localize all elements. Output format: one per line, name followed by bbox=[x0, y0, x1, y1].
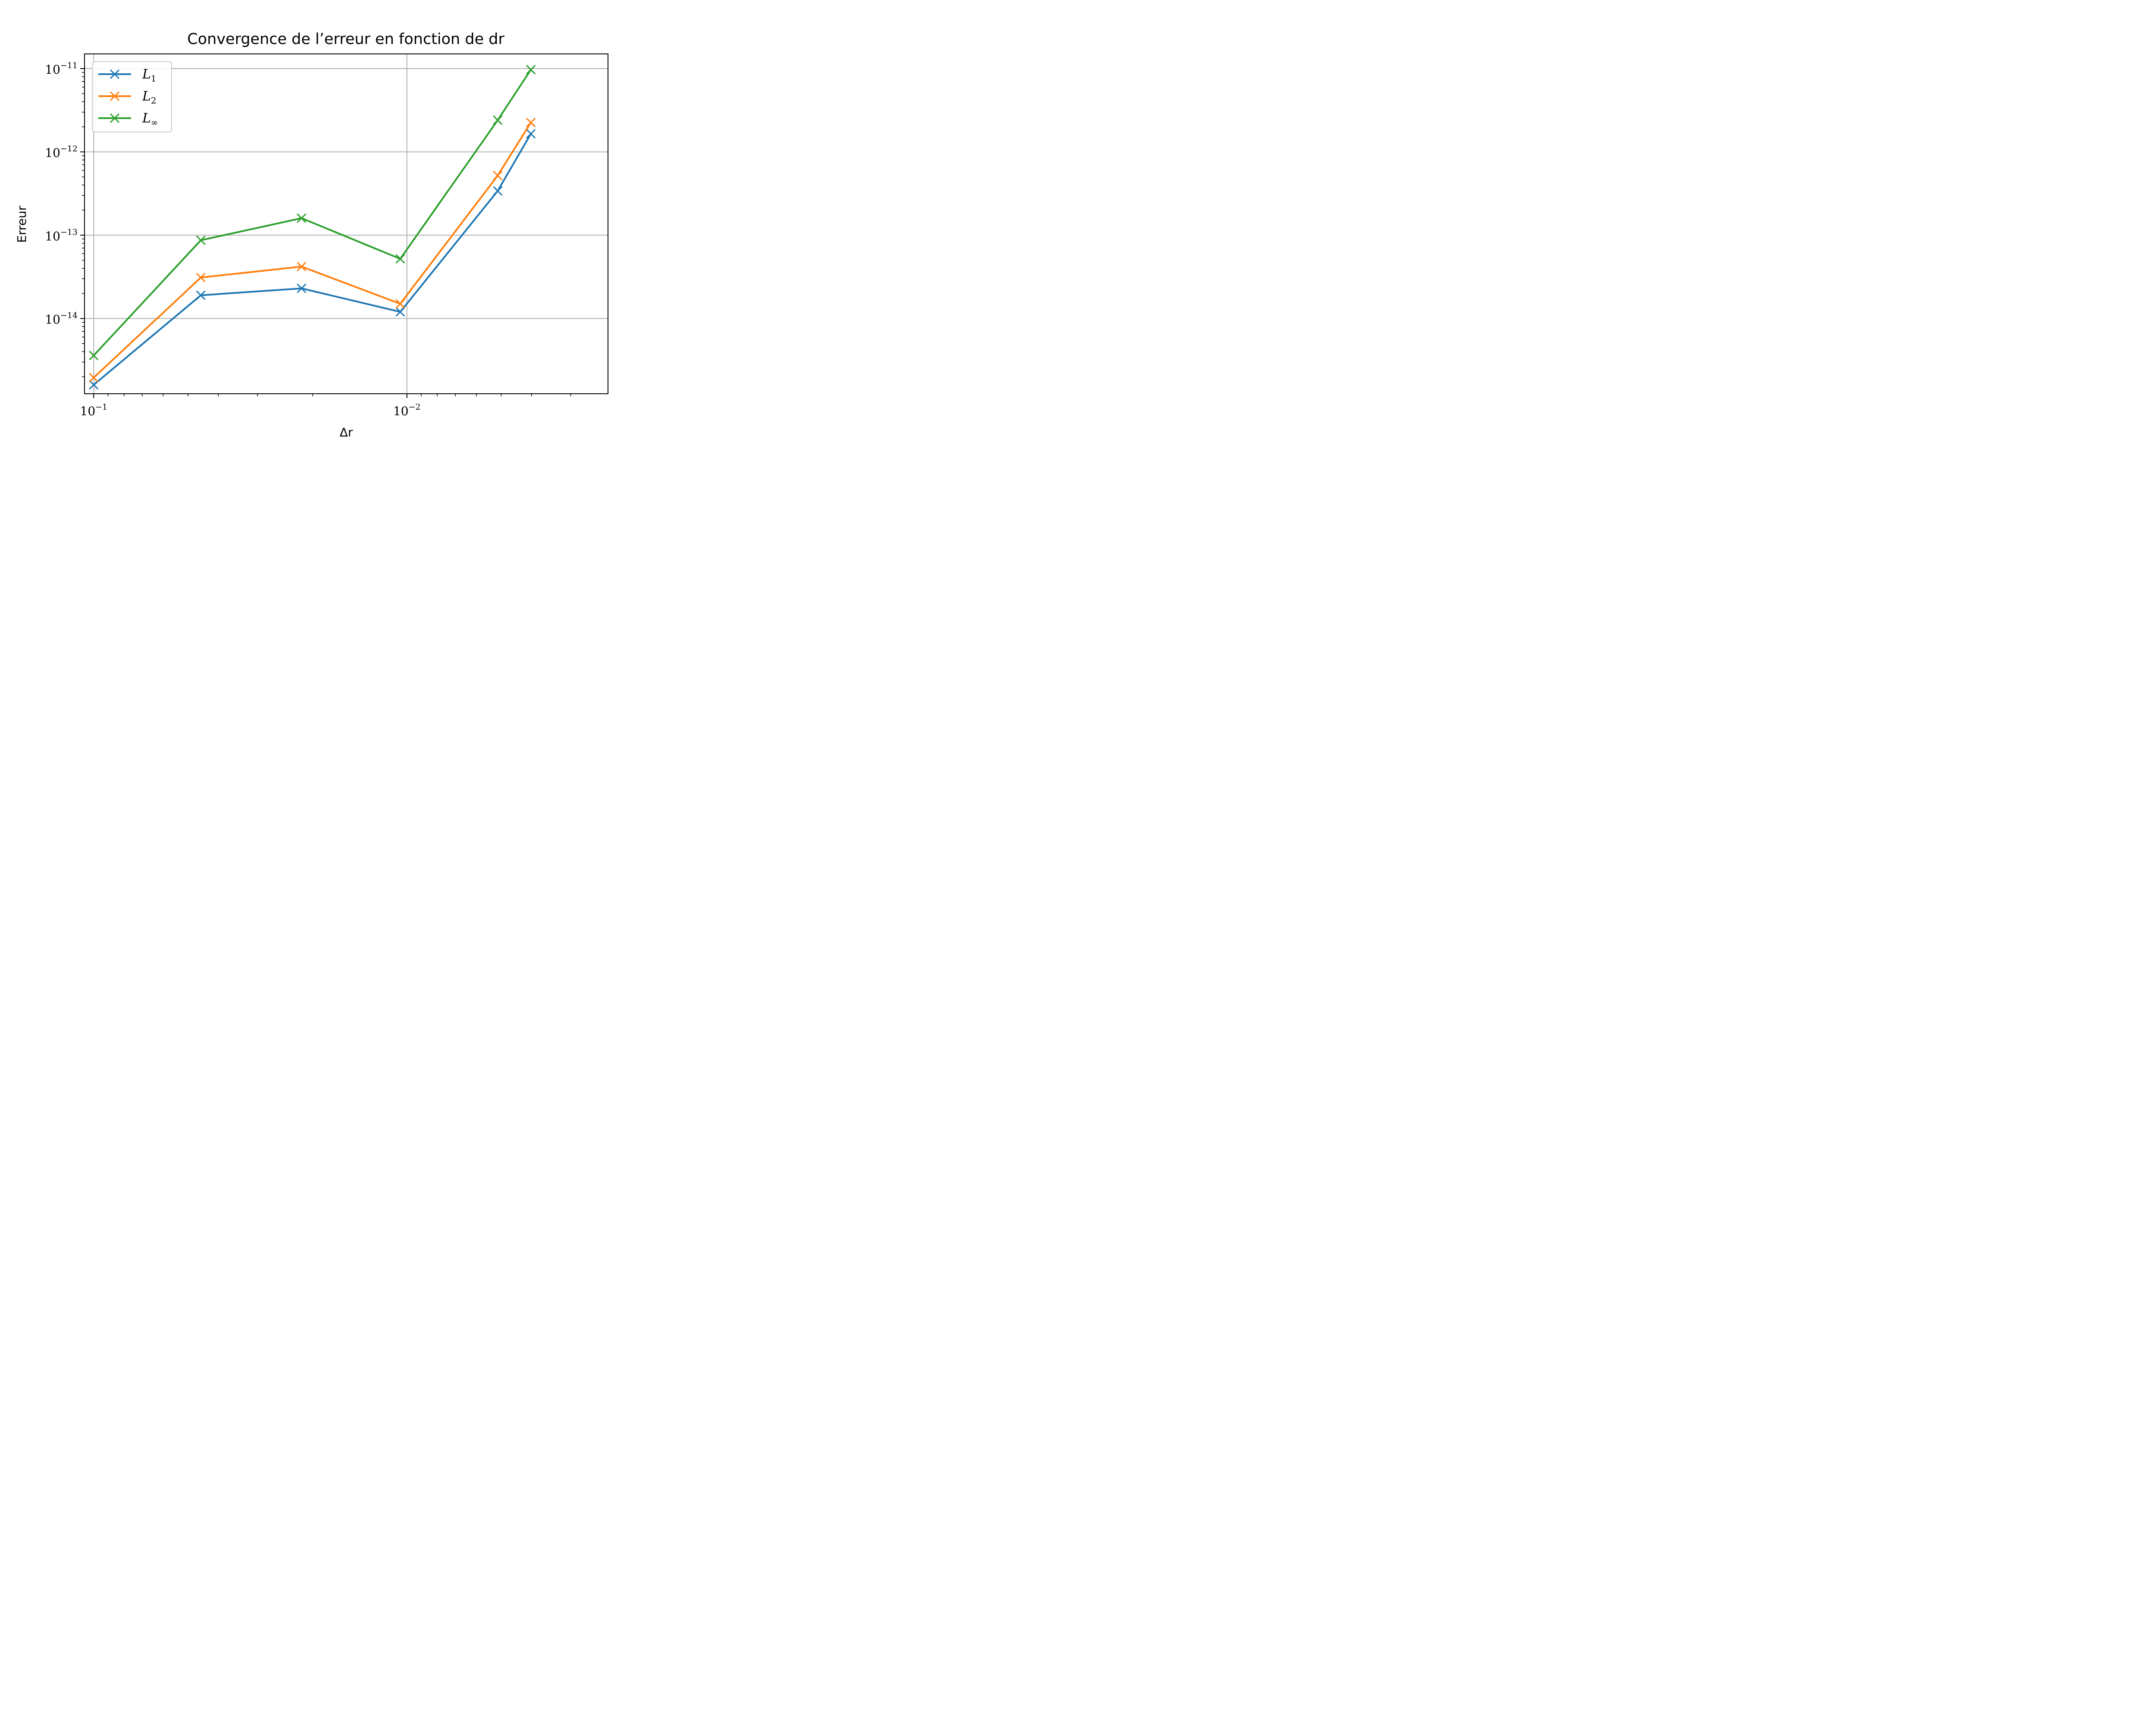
data-point-marker bbox=[526, 118, 536, 128]
legend-label-subscript: 1 bbox=[151, 73, 157, 84]
legend-label-name: L bbox=[142, 111, 151, 126]
data-point-marker bbox=[89, 351, 99, 361]
data-point-marker bbox=[297, 262, 307, 272]
legend-label-name: L bbox=[142, 67, 151, 82]
legend-marker bbox=[110, 91, 120, 101]
series-layer bbox=[89, 65, 536, 390]
x-tick-base: 10 bbox=[80, 404, 96, 418]
data-point-marker bbox=[196, 235, 206, 245]
y-axis-label: Erreur bbox=[15, 205, 29, 243]
plot-frame bbox=[84, 53, 608, 394]
chart-title: Convergence de l’erreur en fonction de d… bbox=[187, 31, 505, 48]
legend-label-subscript: 2 bbox=[151, 95, 157, 106]
y-tick-label: 10−14 bbox=[45, 311, 78, 327]
y-tick-base: 10 bbox=[45, 313, 60, 327]
series-1 bbox=[89, 129, 536, 390]
y-tick-base: 10 bbox=[45, 63, 60, 77]
data-point-marker bbox=[493, 115, 503, 125]
data-point-marker bbox=[526, 65, 536, 75]
major-ticks bbox=[80, 68, 407, 398]
x-tick-label: 10−1 bbox=[80, 402, 108, 418]
legend-marker bbox=[110, 113, 120, 123]
legend-label-subscript: ∞ bbox=[151, 117, 158, 128]
x-tick-exponent: −1 bbox=[95, 402, 107, 412]
x-tick-label: 10−2 bbox=[393, 402, 421, 418]
data-point-marker bbox=[89, 380, 99, 390]
data-point-marker bbox=[395, 307, 405, 317]
y-tick-label: 10−12 bbox=[45, 144, 78, 160]
series-line bbox=[92, 68, 532, 357]
series-3 bbox=[89, 65, 536, 361]
series-2 bbox=[89, 118, 536, 383]
y-tick-label: 10−13 bbox=[45, 227, 78, 243]
series-line bbox=[92, 121, 532, 379]
legend-label: L∞ bbox=[142, 111, 158, 128]
legend-label: L1 bbox=[142, 67, 157, 84]
legend-box bbox=[92, 61, 172, 132]
data-point-marker bbox=[395, 254, 405, 264]
convergence-chart: Convergence de l’erreur en fonction de d… bbox=[0, 0, 665, 443]
legend-label: L2 bbox=[142, 89, 157, 106]
legend-item-2: L2 bbox=[98, 89, 157, 106]
y-tick-exponent: −14 bbox=[60, 311, 78, 320]
data-point-marker bbox=[493, 186, 503, 196]
data-point-marker bbox=[196, 290, 206, 300]
data-point-marker bbox=[297, 283, 307, 293]
data-point-marker bbox=[526, 129, 536, 139]
legend-marker bbox=[110, 69, 120, 79]
legend-item-1: L1 bbox=[98, 67, 157, 84]
y-tick-base: 10 bbox=[45, 229, 60, 243]
x-tick-exponent: −2 bbox=[408, 402, 420, 412]
y-tick-label: 10−11 bbox=[45, 61, 78, 77]
data-point-marker bbox=[196, 273, 206, 282]
x-axis-label: Δr bbox=[340, 425, 353, 439]
y-tick-exponent: −12 bbox=[60, 144, 78, 154]
legend-item-3: L∞ bbox=[98, 111, 158, 128]
legend-label-name: L bbox=[142, 89, 151, 104]
data-point-marker bbox=[89, 373, 99, 383]
data-point-marker bbox=[395, 299, 405, 309]
data-point-marker bbox=[297, 213, 307, 223]
y-tick-exponent: −11 bbox=[60, 61, 78, 70]
y-tick-base: 10 bbox=[45, 146, 60, 160]
data-point-marker bbox=[493, 170, 503, 181]
series-line bbox=[92, 132, 532, 386]
x-tick-base: 10 bbox=[393, 404, 409, 418]
y-tick-exponent: −13 bbox=[60, 227, 78, 237]
